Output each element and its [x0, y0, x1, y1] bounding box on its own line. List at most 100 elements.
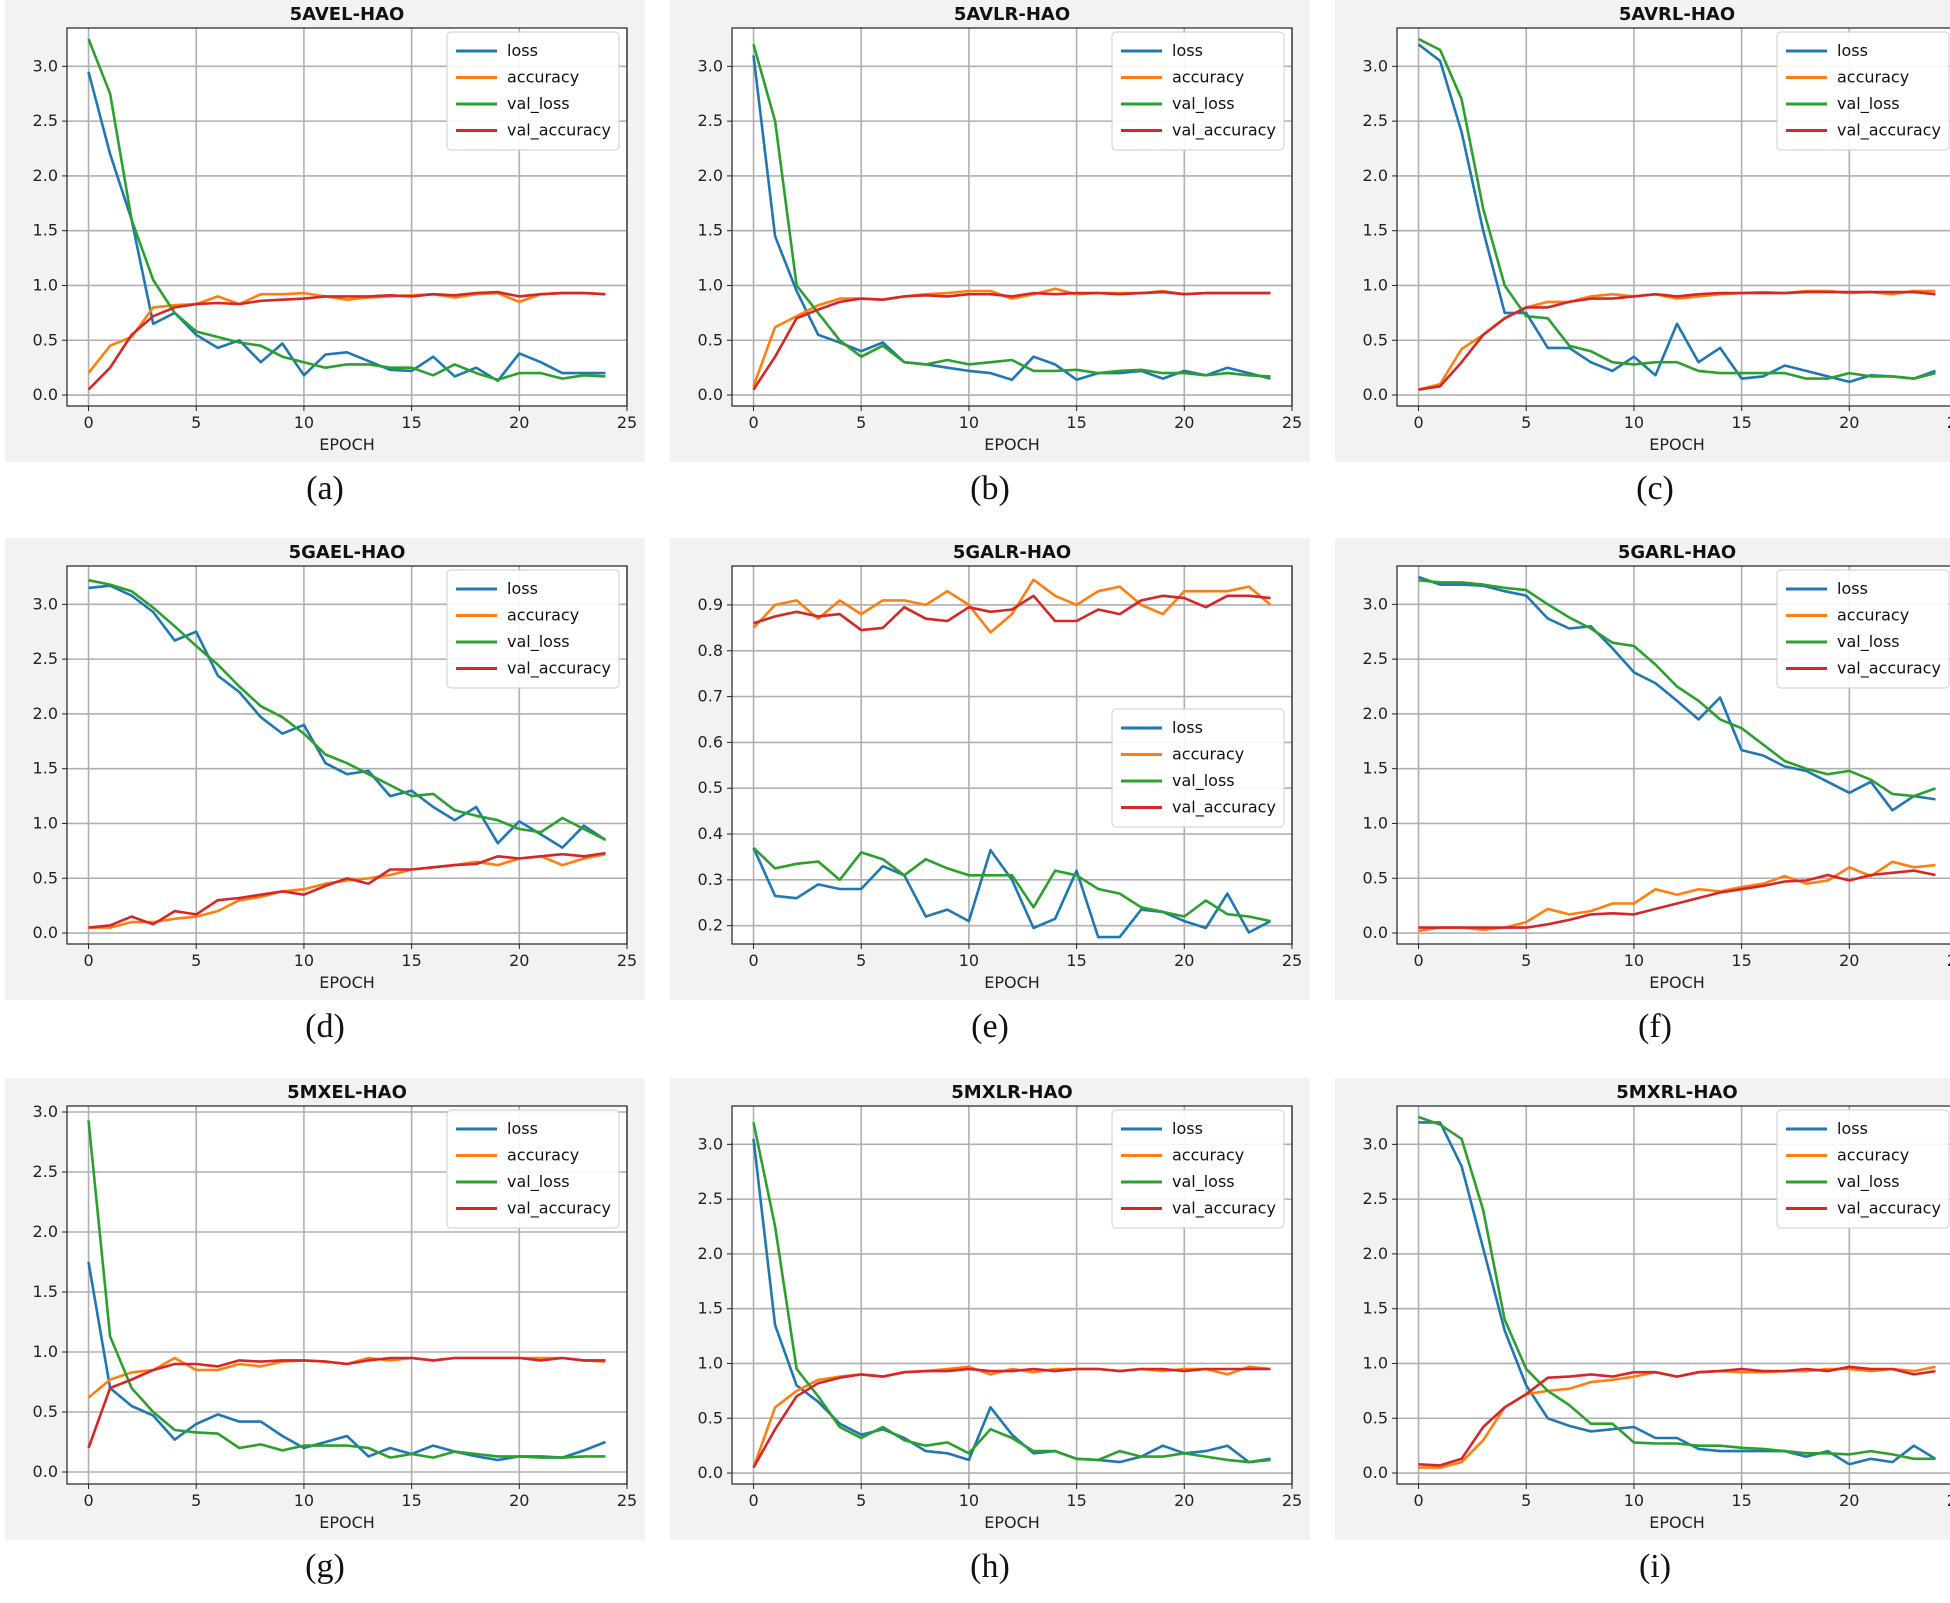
axes-frame — [66, 27, 628, 407]
x-tick-label: 10 — [1624, 951, 1644, 970]
legend-label: val_accuracy — [1837, 659, 1941, 679]
x-tick-label: 15 — [1066, 951, 1086, 970]
legend-box — [1776, 1109, 1950, 1229]
series-line-val-loss — [752, 846, 1271, 923]
series-line-val-loss — [752, 44, 1271, 378]
legend-box — [446, 569, 620, 689]
x-axis-label: EPOCH — [319, 435, 375, 454]
y-tick-label: 2.5 — [1363, 111, 1388, 130]
y-tick-label: 2.0 — [33, 704, 58, 723]
x-tick-label: 5 — [191, 413, 201, 432]
y-tick-label: 1.5 — [1363, 759, 1388, 778]
axes-frame — [731, 565, 1293, 945]
x-tick-label: 25 — [1282, 413, 1302, 432]
legend-box — [1776, 31, 1950, 151]
y-tick-label: 2.0 — [1363, 166, 1388, 185]
y-tick-label: 2.5 — [33, 111, 58, 130]
x-axis-label: EPOCH — [1649, 435, 1705, 454]
x-tick-label: 20 — [509, 413, 529, 432]
y-tick-label: 2.5 — [698, 1189, 723, 1208]
y-tick-label: 1.0 — [33, 813, 58, 832]
y-tick-label: 1.0 — [33, 275, 58, 294]
series-line-loss — [1418, 575, 1936, 812]
chart-svg: 5AVRL-HAO 0 5 10 15 20 25 0.0 0.5 1.0 1.5 2.0 2.5 3.0… — [1335, 0, 1950, 462]
chart-title: 5MXLR-HAO — [951, 1082, 1072, 1103]
y-tick-label: 0.5 — [1363, 868, 1388, 887]
y-tick-label: 3.0 — [33, 1102, 58, 1121]
y-tick-label: 2.5 — [1363, 1189, 1388, 1208]
x-tick-label: 20 — [1839, 951, 1859, 970]
y-tick-label: 2.0 — [698, 1244, 723, 1263]
chart-svg: 5GAEL-HAO 0 5 10 15 20 25 0.0 0.5 1.0 1.5 2.0 2.5 3.0… — [5, 538, 645, 1000]
x-tick-label: 25 — [1947, 951, 1950, 970]
subfigure-caption: (c) — [1636, 470, 1674, 507]
x-tick-label: 25 — [1947, 413, 1950, 432]
x-tick-label: 25 — [617, 413, 637, 432]
chart-panel: 5MXRL-HAO 0 5 10 15 20 25 0.0 0.5 1.0 1.5 2.0 2.5 3.0… — [1335, 1078, 1950, 1603]
x-axis-label: EPOCH — [984, 435, 1040, 454]
legend-box — [446, 31, 620, 151]
series-line-loss — [1418, 1121, 1937, 1466]
chart-panel: 5GAEL-HAO 0 5 10 15 20 25 0.0 0.5 1.0 1.5 2.0 2.5 3.0… — [5, 538, 645, 1063]
x-axis-label: EPOCH — [319, 1513, 375, 1532]
legend-label: val_loss — [1837, 632, 1900, 652]
x-tick-label: 10 — [1624, 413, 1644, 432]
chart-panel: 5AVLR-HAO 0 5 10 15 20 25 0.0 0.5 1.0 1.5 2.0 2.5 3.0… — [670, 0, 1310, 525]
x-tick-label: 5 — [856, 951, 866, 970]
x-tick-label: 20 — [1174, 1491, 1194, 1510]
y-tick-label: 0.0 — [1363, 385, 1388, 404]
subfigure-caption: (d) — [305, 1008, 345, 1045]
legend-label: accuracy — [507, 1146, 579, 1165]
x-tick-label: 0 — [1413, 951, 1423, 970]
x-tick-label: 10 — [959, 1491, 979, 1510]
x-tick-label: 15 — [401, 951, 421, 970]
legend-label: val_loss — [507, 94, 570, 114]
x-tick-label: 10 — [1624, 1491, 1644, 1510]
y-tick-label: 0.5 — [33, 330, 58, 349]
series-line-val-accuracy — [1418, 869, 1936, 929]
x-tick-label: 10 — [294, 413, 314, 432]
x-tick-label: 25 — [617, 951, 637, 970]
chart-svg: 5MXLR-HAO 0 5 10 15 20 25 0.0 0.5 1.0 1.5 2.0 2.5 3.0… — [670, 1078, 1310, 1540]
legend: loss accuracy val_loss val_accuracy — [1111, 1109, 1285, 1229]
y-tick-label: 3.0 — [1363, 1134, 1388, 1153]
legend-label: val_loss — [1172, 771, 1235, 791]
x-tick-label: 0 — [1413, 1491, 1423, 1510]
x-tick-label: 15 — [1731, 951, 1751, 970]
axes-frame — [66, 565, 628, 945]
y-tick-label: 3.0 — [1363, 594, 1388, 613]
x-tick-label: 10 — [959, 413, 979, 432]
y-tick-label: 0.6 — [698, 732, 723, 751]
legend-label: accuracy — [507, 68, 579, 87]
chart-svg: 5AVLR-HAO 0 5 10 15 20 25 0.0 0.5 1.0 1.5 2.0 2.5 3.0… — [670, 0, 1310, 462]
x-tick-label: 10 — [294, 951, 314, 970]
legend-label: accuracy — [1837, 1146, 1909, 1165]
subfigure-caption: (a) — [306, 470, 344, 507]
legend: loss accuracy val_loss val_accuracy — [1111, 31, 1285, 151]
y-tick-label: 0.0 — [698, 385, 723, 404]
x-axis-label: EPOCH — [984, 1513, 1040, 1532]
series-line-val-accuracy — [87, 290, 606, 391]
legend-box — [1111, 708, 1285, 828]
legend-label: val_loss — [1837, 1172, 1900, 1192]
x-tick-label: 5 — [1521, 1491, 1531, 1510]
x-tick-label: 20 — [1839, 1491, 1859, 1510]
legend-box — [1111, 31, 1285, 151]
legend-label: val_loss — [507, 632, 570, 652]
legend: loss accuracy val_loss val_accuracy — [446, 31, 620, 151]
x-axis-label: EPOCH — [984, 973, 1040, 992]
legend-label: val_accuracy — [1172, 798, 1276, 818]
y-tick-label: 1.5 — [698, 221, 723, 240]
series-line-val-loss — [752, 1122, 1271, 1464]
y-tick-label: 0.5 — [698, 778, 723, 797]
chart-panel: 5GARL-HAO 0 5 10 15 20 25 0.0 0.5 1.0 1.5 2.0 2.5 3.0… — [1335, 538, 1950, 1063]
legend-label: accuracy — [1172, 68, 1244, 87]
subfigure-caption: (h) — [970, 1548, 1010, 1585]
x-tick-label: 0 — [1413, 413, 1423, 432]
y-tick-label: 0.5 — [33, 868, 58, 887]
legend-label: accuracy — [1172, 1146, 1244, 1165]
legend-label: val_accuracy — [1837, 1199, 1941, 1219]
series-line-accuracy — [752, 578, 1272, 634]
x-tick-label: 15 — [1066, 413, 1086, 432]
series-line-val-accuracy — [753, 594, 1271, 632]
